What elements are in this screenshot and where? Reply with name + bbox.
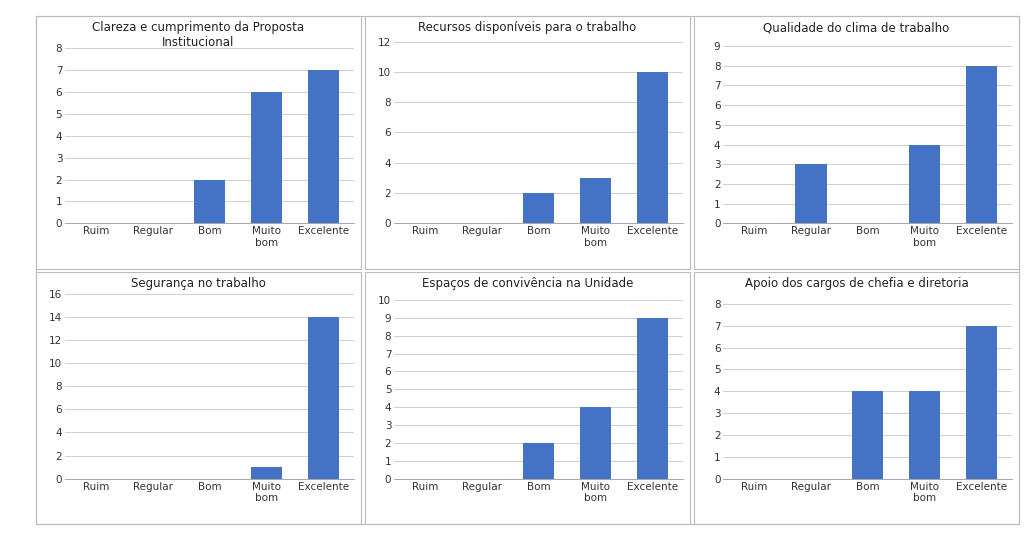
Bar	[852, 391, 884, 479]
Bar	[307, 317, 339, 479]
Bar	[523, 193, 554, 223]
Text: Espaços de convivência na Unidade: Espaços de convivência na Unidade	[422, 277, 633, 290]
Text: Clareza e cumprimento da Proposta
Institucional: Clareza e cumprimento da Proposta Instit…	[92, 21, 304, 50]
Text: Qualidade do clima de trabalho: Qualidade do clima de trabalho	[763, 21, 949, 34]
Bar	[966, 326, 996, 479]
Bar	[966, 66, 996, 223]
Text: Segurança no trabalho: Segurança no trabalho	[131, 277, 266, 290]
Bar	[909, 391, 940, 479]
Bar	[580, 178, 611, 223]
Bar	[796, 164, 826, 223]
Text: Recursos disponíveis para o trabalho: Recursos disponíveis para o trabalho	[418, 21, 637, 34]
Bar	[637, 72, 668, 223]
Bar	[580, 407, 611, 479]
Bar	[195, 180, 225, 223]
Bar	[523, 443, 554, 479]
Bar	[251, 92, 282, 223]
Bar	[251, 467, 282, 479]
Bar	[909, 145, 940, 223]
Bar	[637, 318, 668, 479]
Text: Apoio dos cargos de chefia e diretoria: Apoio dos cargos de chefia e diretoria	[744, 277, 969, 290]
Bar	[307, 70, 339, 223]
